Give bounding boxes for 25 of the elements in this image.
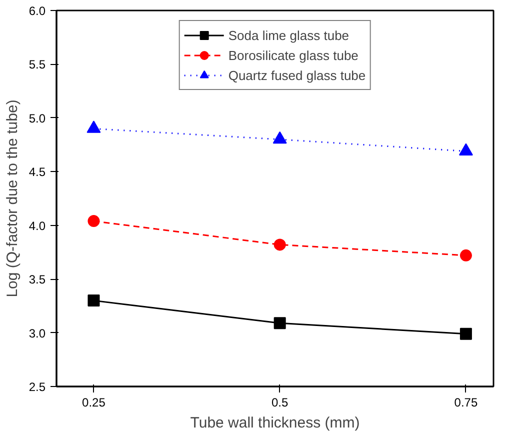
point [458,143,473,156]
point [274,317,286,330]
y-tick-label: 6.0 [28,4,46,18]
point [274,238,286,251]
point [88,215,100,228]
legend-label: Soda lime glass tube [228,28,350,42]
y-tick-label: 4.0 [28,218,46,233]
x-tick-label: 0.25 [82,396,106,410]
point [272,131,287,144]
y-tick-label: 5.5 [28,58,46,72]
x-tick-label: 0.5 [272,396,289,410]
x-axis-title: Tube wall thickness (mm) [190,414,360,432]
legend-label: Quartz fused glass tube [228,68,366,82]
y-tick-label: 4.5 [28,165,46,180]
point [88,294,100,307]
y-tick-label: 5.0 [28,111,46,126]
y-tick-label: 3.0 [28,326,46,340]
point [86,120,101,133]
point [460,249,472,262]
point [460,328,472,340]
y-axis-title: Log (Q-factor due to the tube) [4,100,21,298]
legend-label: Borosilicate glass tube [228,48,358,62]
y-tick-label: 2.5 [28,380,46,394]
y-tick-label: 3.5 [28,272,46,287]
x-tick-label: 0.75 [454,396,478,410]
